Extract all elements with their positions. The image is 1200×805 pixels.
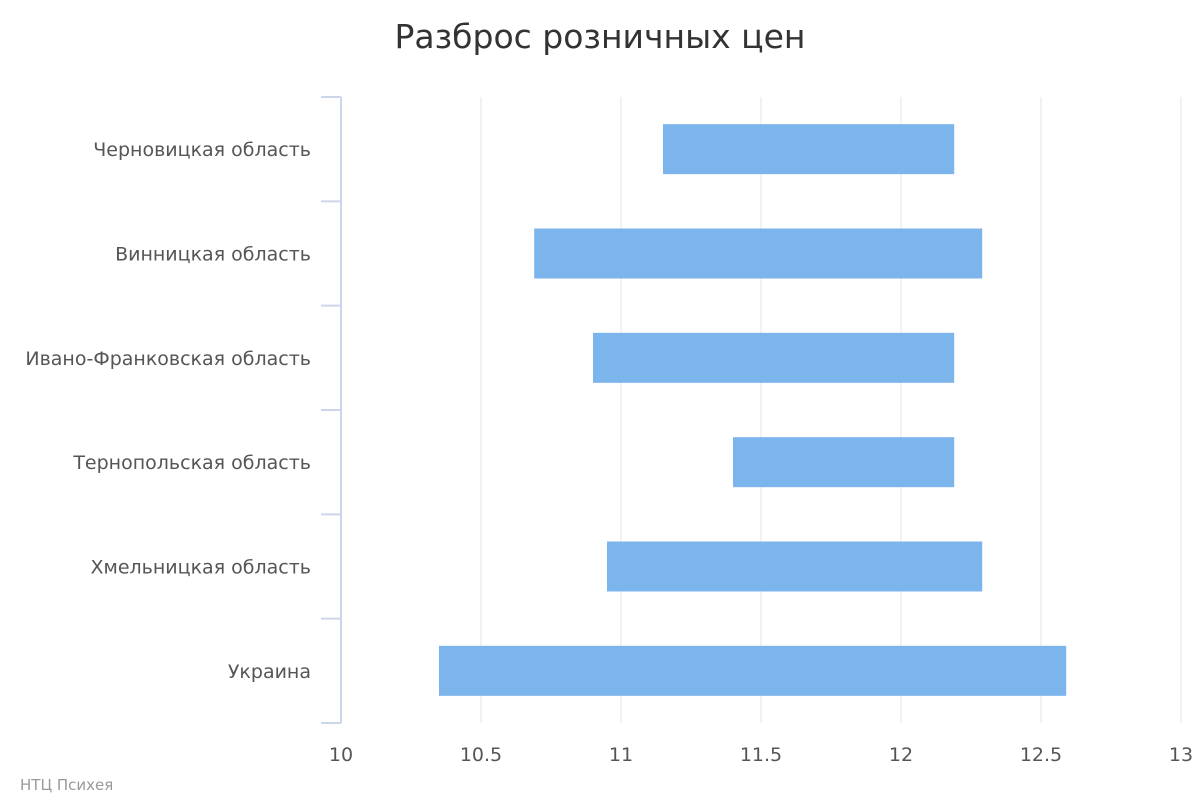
x-tick-label: 10.5 [460,744,502,766]
chart-title: Разброс розничных цен [395,17,806,56]
category-labels: Черновицкая область Винницкая область Иван… [25,139,311,683]
x-tick-label: 11.5 [740,744,782,766]
range-bar[interactable] [534,228,983,279]
category-label: Хмельницкая область [90,557,311,579]
x-tick-label: 11 [609,744,633,766]
category-label: Ивано-Франковская область [25,348,311,370]
category-label: Тернопольская область [72,452,311,474]
value-axis-labels: 10 10.5 11 11.5 12 12.5 13 [329,744,1193,766]
gridlines [480,97,1182,723]
range-bar[interactable] [593,332,955,383]
x-tick-label: 12.5 [1020,744,1062,766]
range-bar[interactable] [663,124,955,175]
range-bar[interactable] [607,541,983,592]
bars [439,124,1067,696]
category-label: Украина [228,661,311,683]
x-tick-label: 12 [889,744,913,766]
category-label: Черновицкая область [93,139,311,161]
range-bar[interactable] [439,645,1067,696]
x-tick-label: 13 [1169,744,1193,766]
category-label: Винницкая область [115,244,311,266]
category-axis [321,96,342,724]
range-bar[interactable] [733,437,955,488]
credit-text[interactable]: НТЦ Психея [20,776,113,794]
x-tick-label: 10 [329,744,353,766]
